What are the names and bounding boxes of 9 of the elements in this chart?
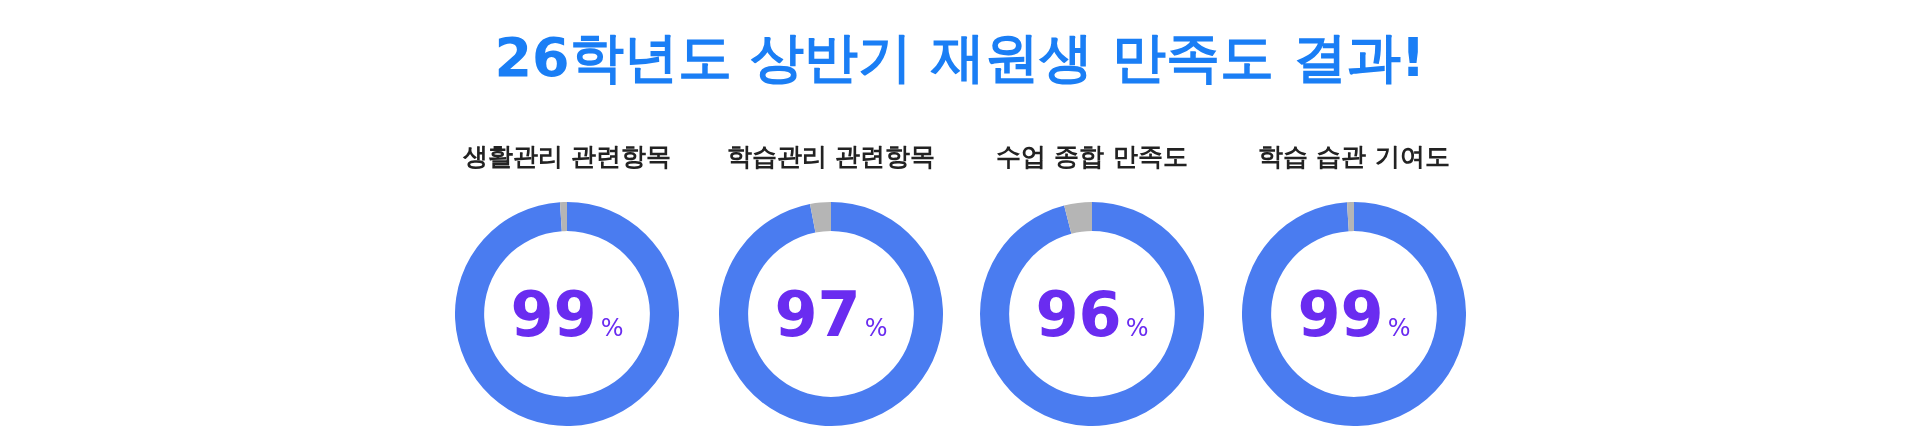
chart-subtitle: 수업 종합 만족도 (994, 141, 1190, 173)
data-label: 99% (1297, 278, 1411, 351)
data-label: 97% (774, 278, 888, 351)
chart-subtitle: 생활관리 관련항목 (461, 141, 673, 173)
data-label: 99% (510, 278, 624, 351)
chart-subtitle: 학습 습관 기여도 (1256, 141, 1452, 173)
chart-subtitle: 학습관리 관련항목 (725, 141, 937, 173)
data-label: 96% (1035, 278, 1149, 351)
text: 26학년도 상반기 재원생 만족도 결과! (493, 25, 1427, 91)
